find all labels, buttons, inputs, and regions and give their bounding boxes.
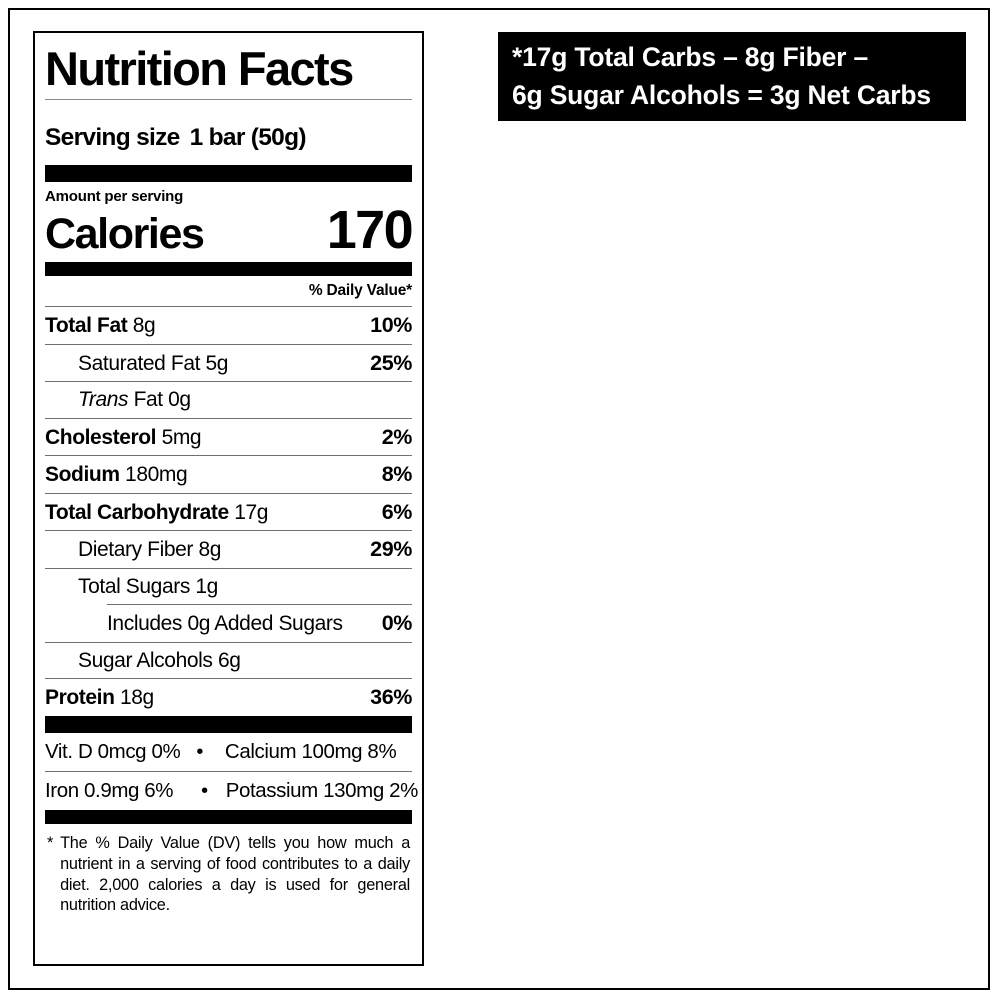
nutrient-amount: 6g — [217, 648, 241, 672]
row-divider — [45, 641, 412, 643]
table-row: Includes 0g Added Sugars 0% — [45, 605, 412, 642]
outer-frame-border — [8, 8, 990, 990]
nutrient-amount: 1g — [195, 574, 218, 598]
nutrient-name: Cholesterol — [45, 425, 157, 449]
nutrient-name: Saturated Fat — [78, 351, 201, 375]
nutrient-amount: 17g — [234, 500, 269, 524]
table-row: Cholesterol 5mg 2% — [45, 419, 412, 456]
nutrient-name: Protein — [45, 686, 115, 710]
calories-value: 170 — [326, 200, 414, 260]
row-divider — [45, 343, 412, 345]
table-row: Total Fat 8g 10% — [45, 307, 412, 344]
vitamin-left: Iron 0.9mg 6% — [45, 778, 174, 802]
row-divider — [45, 417, 412, 419]
vitamins-thick-divider — [45, 809, 412, 824]
daily-value-footnote: * The % Daily Value (DV) tells you how m… — [45, 824, 412, 916]
serving-size-row: Serving size 1 bar (50g) — [45, 124, 412, 152]
protein-thick-divider — [45, 715, 412, 733]
calories-row: Calories 170 — [45, 200, 414, 260]
nutrient-name: Includes 0g Added Sugars — [107, 612, 343, 636]
nutrient-amount: 18g — [119, 686, 154, 710]
nutrient-name: Total Sugars — [78, 574, 190, 598]
vitamin-left: Vit. D 0mcg 0% — [45, 739, 181, 763]
table-row: Vit. D 0mcg 0% • Calcium 100mg 8% — [45, 733, 412, 771]
nutrient-amount: 8g — [132, 314, 156, 338]
nutrient-amount: 5g — [205, 351, 229, 375]
table-row: Total Carbohydrate 17g 6% — [45, 494, 412, 531]
nutrient-name: Total Fat — [45, 314, 128, 338]
nutrient-dv: 29% — [370, 537, 412, 562]
nutrient-dv: 2% — [381, 424, 413, 449]
row-divider-indented — [107, 604, 412, 606]
row-divider — [45, 530, 412, 532]
bullet-separator-icon: • — [201, 779, 208, 802]
nutrient-amount: 8g — [198, 538, 221, 562]
row-divider — [45, 306, 412, 308]
table-row: Iron 0.9mg 6% • Potassium 130mg 2% — [45, 772, 418, 810]
serving-size-label: Serving size — [45, 124, 180, 151]
vitamin-right: Potassium 130mg 2% — [225, 778, 419, 802]
serving-size-thick-divider — [45, 165, 412, 182]
daily-value-header: % Daily Value* — [308, 282, 412, 300]
nutrient-amount: Fat 0g — [133, 388, 192, 412]
nutrient-name: Trans — [78, 388, 129, 412]
row-divider — [45, 455, 412, 457]
table-row: Protein 18g 36% — [45, 679, 412, 716]
page-title: Nutrition Facts — [45, 42, 354, 95]
nutrient-name: Dietary Fiber — [78, 538, 193, 562]
table-row: Trans Fat 0g — [45, 382, 412, 418]
footnote-star: * — [47, 833, 54, 852]
calories-label: Calories — [45, 210, 205, 258]
title-divider — [45, 99, 412, 100]
row-divider — [45, 381, 412, 383]
table-row: Dietary Fiber 8g 29% — [45, 531, 412, 568]
nutrient-dv: 10% — [370, 313, 412, 338]
nutrition-facts-panel: Nutrition Facts Serving size 1 bar (50g) … — [33, 31, 424, 966]
table-row: Saturated Fat 5g 25% — [45, 345, 412, 382]
row-divider — [45, 492, 412, 494]
nutrient-name: Sugar Alcohols — [78, 648, 213, 672]
table-row: Total Sugars 1g — [45, 569, 412, 605]
row-divider — [45, 678, 412, 680]
row-divider — [45, 567, 412, 569]
table-row: Sugar Alcohols 6g — [45, 643, 412, 679]
vitamin-right: Calcium 100mg 8% — [224, 739, 397, 763]
row-divider — [45, 770, 412, 772]
calories-thick-divider — [45, 262, 412, 277]
nutrient-name: Sodium — [45, 463, 120, 487]
nutrient-dv: 6% — [381, 499, 413, 524]
table-row: Sodium 180mg 8% — [45, 456, 412, 493]
net-carbs-callout-box: *17g Total Carbs – 8g Fiber – 6g Sugar A… — [498, 32, 966, 121]
nutrient-amount: 180mg — [125, 463, 188, 487]
net-carbs-callout-text: *17g Total Carbs – 8g Fiber – 6g Sugar A… — [512, 41, 931, 110]
nutrient-dv: 0% — [381, 611, 413, 636]
nutrient-dv: 25% — [370, 350, 412, 375]
bullet-separator-icon: • — [196, 740, 203, 763]
nutrient-amount: 5mg — [161, 425, 202, 449]
nutrient-dv: 8% — [381, 462, 413, 487]
serving-size-value: 1 bar (50g) — [189, 124, 307, 151]
nutrient-name: Total Carbohydrate — [45, 500, 229, 524]
nutrient-dv: 36% — [370, 685, 412, 710]
footnote-text: The % Daily Value (DV) tells you how muc… — [60, 833, 410, 915]
amount-per-serving-label: Amount per serving — [45, 188, 184, 205]
